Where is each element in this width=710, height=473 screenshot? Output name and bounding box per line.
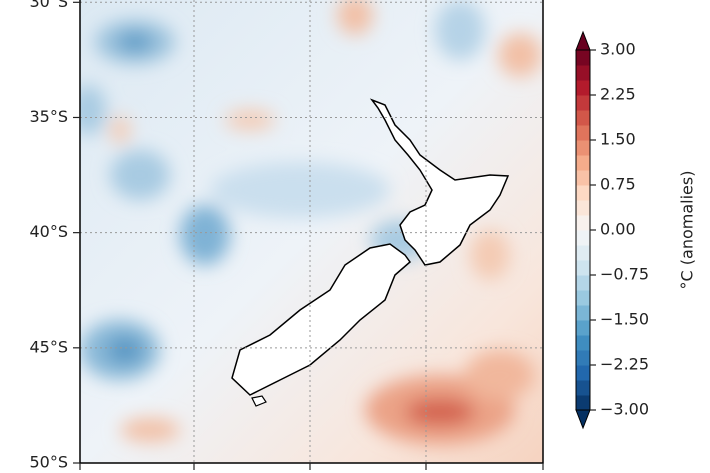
colorbar-level xyxy=(576,335,590,351)
colorbar-level xyxy=(576,140,590,156)
map-area xyxy=(80,0,543,463)
anomaly-field xyxy=(80,0,542,445)
colorbar-level xyxy=(576,155,590,171)
colorbar-level xyxy=(576,80,590,96)
lat-tick-label: 35°S xyxy=(29,107,68,126)
colorbar-label: °C (anomalies) xyxy=(678,171,697,290)
lat-tick-label: 50°S xyxy=(29,453,68,472)
colorbar-level xyxy=(576,395,590,411)
lat-tick-label: 45°S xyxy=(29,337,68,356)
colorbar-level xyxy=(576,50,590,66)
colorbar: 3.00 2.25 1.50 0.75 0.00 −0.75 −1.50 −2.25 −3.00 xyxy=(575,30,649,430)
colorbar-tick-label: 1.50 xyxy=(600,130,636,149)
colorbar-level xyxy=(576,290,590,306)
colorbar-level xyxy=(576,245,590,261)
stewart-island xyxy=(251,395,267,407)
colorbar-tick-label: −2.25 xyxy=(600,355,649,374)
colorbar-tick-label: −1.50 xyxy=(600,310,649,329)
colorbar-tick-label: 0.75 xyxy=(600,175,636,194)
colorbar-level xyxy=(576,365,590,381)
colorbar-tick-label: −3.00 xyxy=(600,400,649,419)
colorbar-level xyxy=(576,110,590,126)
colorbar-level xyxy=(576,185,590,201)
lat-tick-label: 40°S xyxy=(29,222,68,241)
colorbar-level xyxy=(576,125,590,141)
colorbar-extend-max xyxy=(575,30,591,51)
colorbar-tick-label: 2.25 xyxy=(600,85,636,104)
colorbar-level xyxy=(576,170,590,186)
colorbar-level xyxy=(576,65,590,81)
colorbar-level xyxy=(576,230,590,246)
colorbar-tick-label: −0.75 xyxy=(600,265,649,284)
lat-grid xyxy=(80,1,543,349)
lat-tick-label: 30°S xyxy=(29,0,68,11)
colorbar-extend-min xyxy=(575,409,591,430)
lat-axis: 30°S 35°S 40°S 45°S 50°S xyxy=(29,0,80,472)
north-island xyxy=(369,98,510,266)
colorbar-level xyxy=(576,260,590,276)
colorbar-level xyxy=(576,275,590,291)
colorbar-level xyxy=(576,380,590,396)
colorbar-level xyxy=(576,95,590,111)
colorbar-level xyxy=(576,305,590,321)
colorbar-level xyxy=(576,215,590,231)
lon-ticks xyxy=(79,463,544,470)
colorbar-level xyxy=(576,350,590,366)
colorbar-level xyxy=(576,200,590,216)
colorbar-level xyxy=(576,320,590,336)
colorbar-tick-label: 0.00 xyxy=(600,220,636,239)
map-frame xyxy=(79,0,544,464)
colorbar-tick-label: 3.00 xyxy=(600,40,636,59)
south-island xyxy=(231,243,412,396)
